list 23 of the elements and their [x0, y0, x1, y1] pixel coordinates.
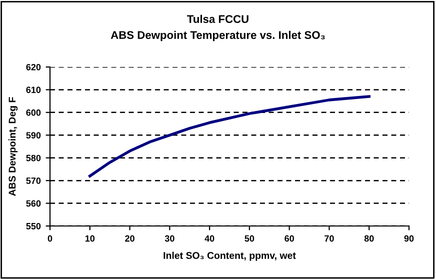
- y-axis-title: ABS Dewpoint, Deg F: [8, 97, 18, 196]
- y-tick-label: 610: [26, 86, 41, 94]
- y-tick-label: 580: [26, 154, 41, 162]
- x-axis-title: Inlet SO₃ Content, ppmv, wet: [164, 252, 296, 261]
- x-tick-label: 30: [164, 235, 174, 242]
- x-tick-label: 60: [284, 235, 294, 242]
- y-tick-label: 550: [26, 222, 41, 230]
- chart-subtitle: ABS Dewpoint Temperature vs. Inlet SO₃: [110, 30, 325, 42]
- y-tick-label: 570: [26, 178, 41, 184]
- x-tick-label: 10: [85, 235, 95, 242]
- x-tick-label: 90: [404, 235, 414, 242]
- y-tick-label: 560: [26, 200, 41, 207]
- y-tick-label: 600: [26, 109, 41, 116]
- x-tick-label: 80: [364, 235, 374, 242]
- line-series: [88, 95, 370, 178]
- x-tick-label: 0: [48, 235, 52, 242]
- y-tick-label: 590: [26, 132, 41, 139]
- x-tick-label: 50: [244, 235, 254, 242]
- y-tick-label: 620: [26, 64, 41, 70]
- x-tick-label: 40: [204, 235, 214, 242]
- chart-title: Tulsa FCCU: [187, 14, 248, 23]
- x-tick-label: 20: [125, 235, 134, 242]
- x-tick-label: 70: [324, 235, 334, 242]
